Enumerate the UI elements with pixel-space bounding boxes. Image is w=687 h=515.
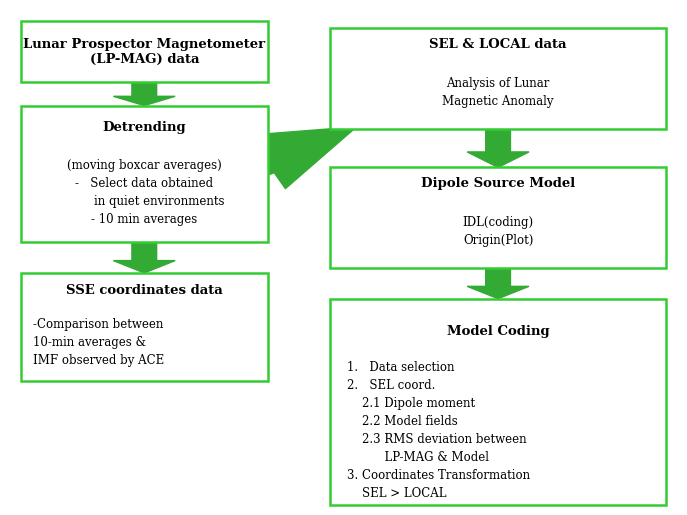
Text: Dipole Source Model: Dipole Source Model bbox=[421, 177, 575, 190]
Polygon shape bbox=[124, 127, 357, 226]
FancyBboxPatch shape bbox=[21, 106, 268, 242]
Text: -Comparison between
10-min averages &
IMF observed by ACE: -Comparison between 10-min averages & IM… bbox=[33, 318, 164, 367]
Text: (moving boxcar averages)
-   Select data obtained
        in quiet environments
: (moving boxcar averages) - Select data o… bbox=[64, 160, 225, 227]
Text: Detrending: Detrending bbox=[102, 121, 186, 134]
FancyBboxPatch shape bbox=[330, 28, 666, 129]
Text: Analysis of Lunar
Magnetic Anomaly: Analysis of Lunar Magnetic Anomaly bbox=[442, 77, 554, 108]
FancyBboxPatch shape bbox=[330, 167, 666, 268]
Polygon shape bbox=[467, 129, 529, 167]
Polygon shape bbox=[113, 82, 175, 106]
Polygon shape bbox=[113, 242, 175, 273]
Text: Lunar Prospector Magnetometer
(LP-MAG) data: Lunar Prospector Magnetometer (LP-MAG) d… bbox=[23, 38, 265, 65]
Text: Model Coding: Model Coding bbox=[447, 325, 550, 338]
Text: IDL(coding)
Origin(Plot): IDL(coding) Origin(Plot) bbox=[462, 216, 534, 247]
Polygon shape bbox=[467, 268, 529, 299]
FancyBboxPatch shape bbox=[330, 299, 666, 505]
FancyBboxPatch shape bbox=[21, 273, 268, 381]
Text: 1.   Data selection
2.   SEL coord.
    2.1 Dipole moment
    2.2 Model fields
 : 1. Data selection 2. SEL coord. 2.1 Dipo… bbox=[346, 361, 530, 500]
FancyBboxPatch shape bbox=[21, 21, 268, 82]
Text: SSE coordinates data: SSE coordinates data bbox=[66, 284, 223, 297]
Text: SEL & LOCAL data: SEL & LOCAL data bbox=[429, 38, 567, 51]
